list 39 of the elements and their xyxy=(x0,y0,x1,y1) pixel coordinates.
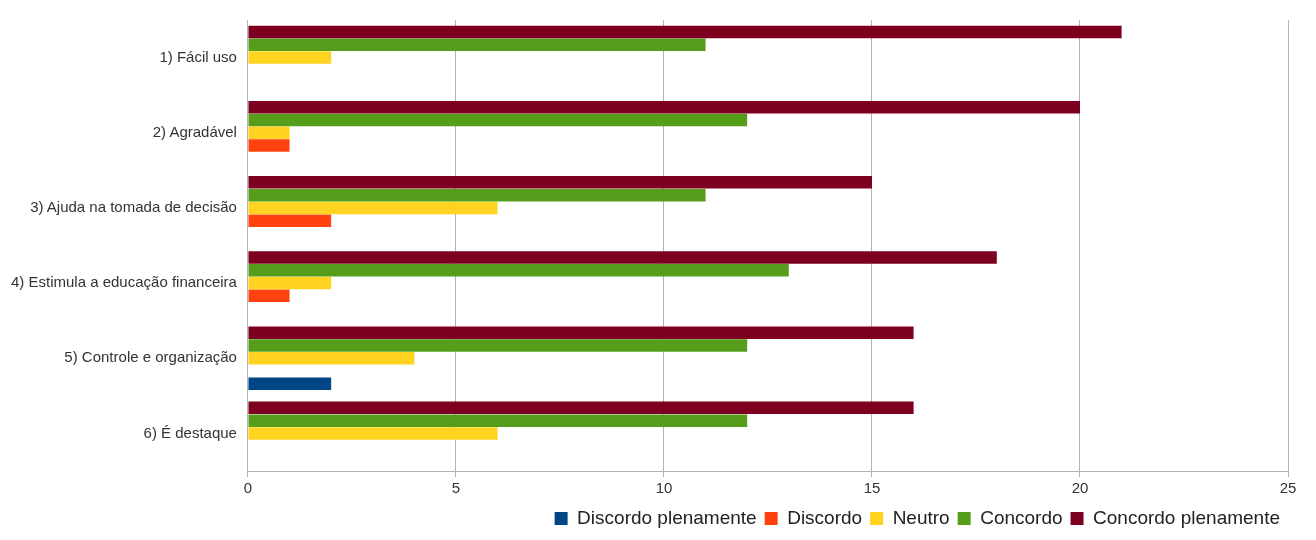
bar xyxy=(248,214,332,227)
bar xyxy=(248,264,789,277)
x-tick-label: 15 xyxy=(863,479,881,497)
x-tick-label: 0 xyxy=(243,479,253,497)
bar xyxy=(248,339,748,352)
x-tick-label: 10 xyxy=(655,479,673,497)
y-tick-label: 3) Ajuda na tomada de decisão xyxy=(30,198,237,216)
bar xyxy=(248,188,706,202)
bar xyxy=(248,176,872,189)
bar xyxy=(248,251,997,264)
bar xyxy=(248,427,498,440)
legend-label: Concordo plenamente xyxy=(1093,506,1281,528)
y-tick-label: 4) Estimula a educação financeira xyxy=(10,273,238,291)
legend-label: Discordo xyxy=(787,506,863,528)
bar xyxy=(248,38,706,52)
y-tick-label: 1) Fácil uso xyxy=(159,47,237,65)
bar xyxy=(248,113,748,127)
y-tick-label: 2) Agradável xyxy=(152,122,237,140)
bar xyxy=(248,100,1080,114)
bar xyxy=(248,139,290,152)
y-tick-label: 5) Controle e organização xyxy=(64,348,237,366)
x-tick-label: 20 xyxy=(1071,479,1089,497)
legend-label: Discordo plenamente xyxy=(577,506,757,528)
bar xyxy=(248,276,332,290)
bar xyxy=(248,326,914,339)
x-tick-label: 5 xyxy=(451,479,461,497)
bar xyxy=(248,25,1122,39)
bar xyxy=(248,126,290,140)
bar xyxy=(248,289,290,303)
y-tick-label: 6) É destaque xyxy=(143,423,237,441)
legend-label: Neutro xyxy=(892,506,950,528)
bar xyxy=(248,51,332,64)
bar xyxy=(248,401,914,415)
bar xyxy=(248,377,332,391)
bar xyxy=(248,351,415,365)
bar xyxy=(248,414,748,427)
bar xyxy=(248,201,498,215)
legend-label: Concordo xyxy=(980,506,1063,528)
x-tick-label: 25 xyxy=(1279,479,1297,497)
